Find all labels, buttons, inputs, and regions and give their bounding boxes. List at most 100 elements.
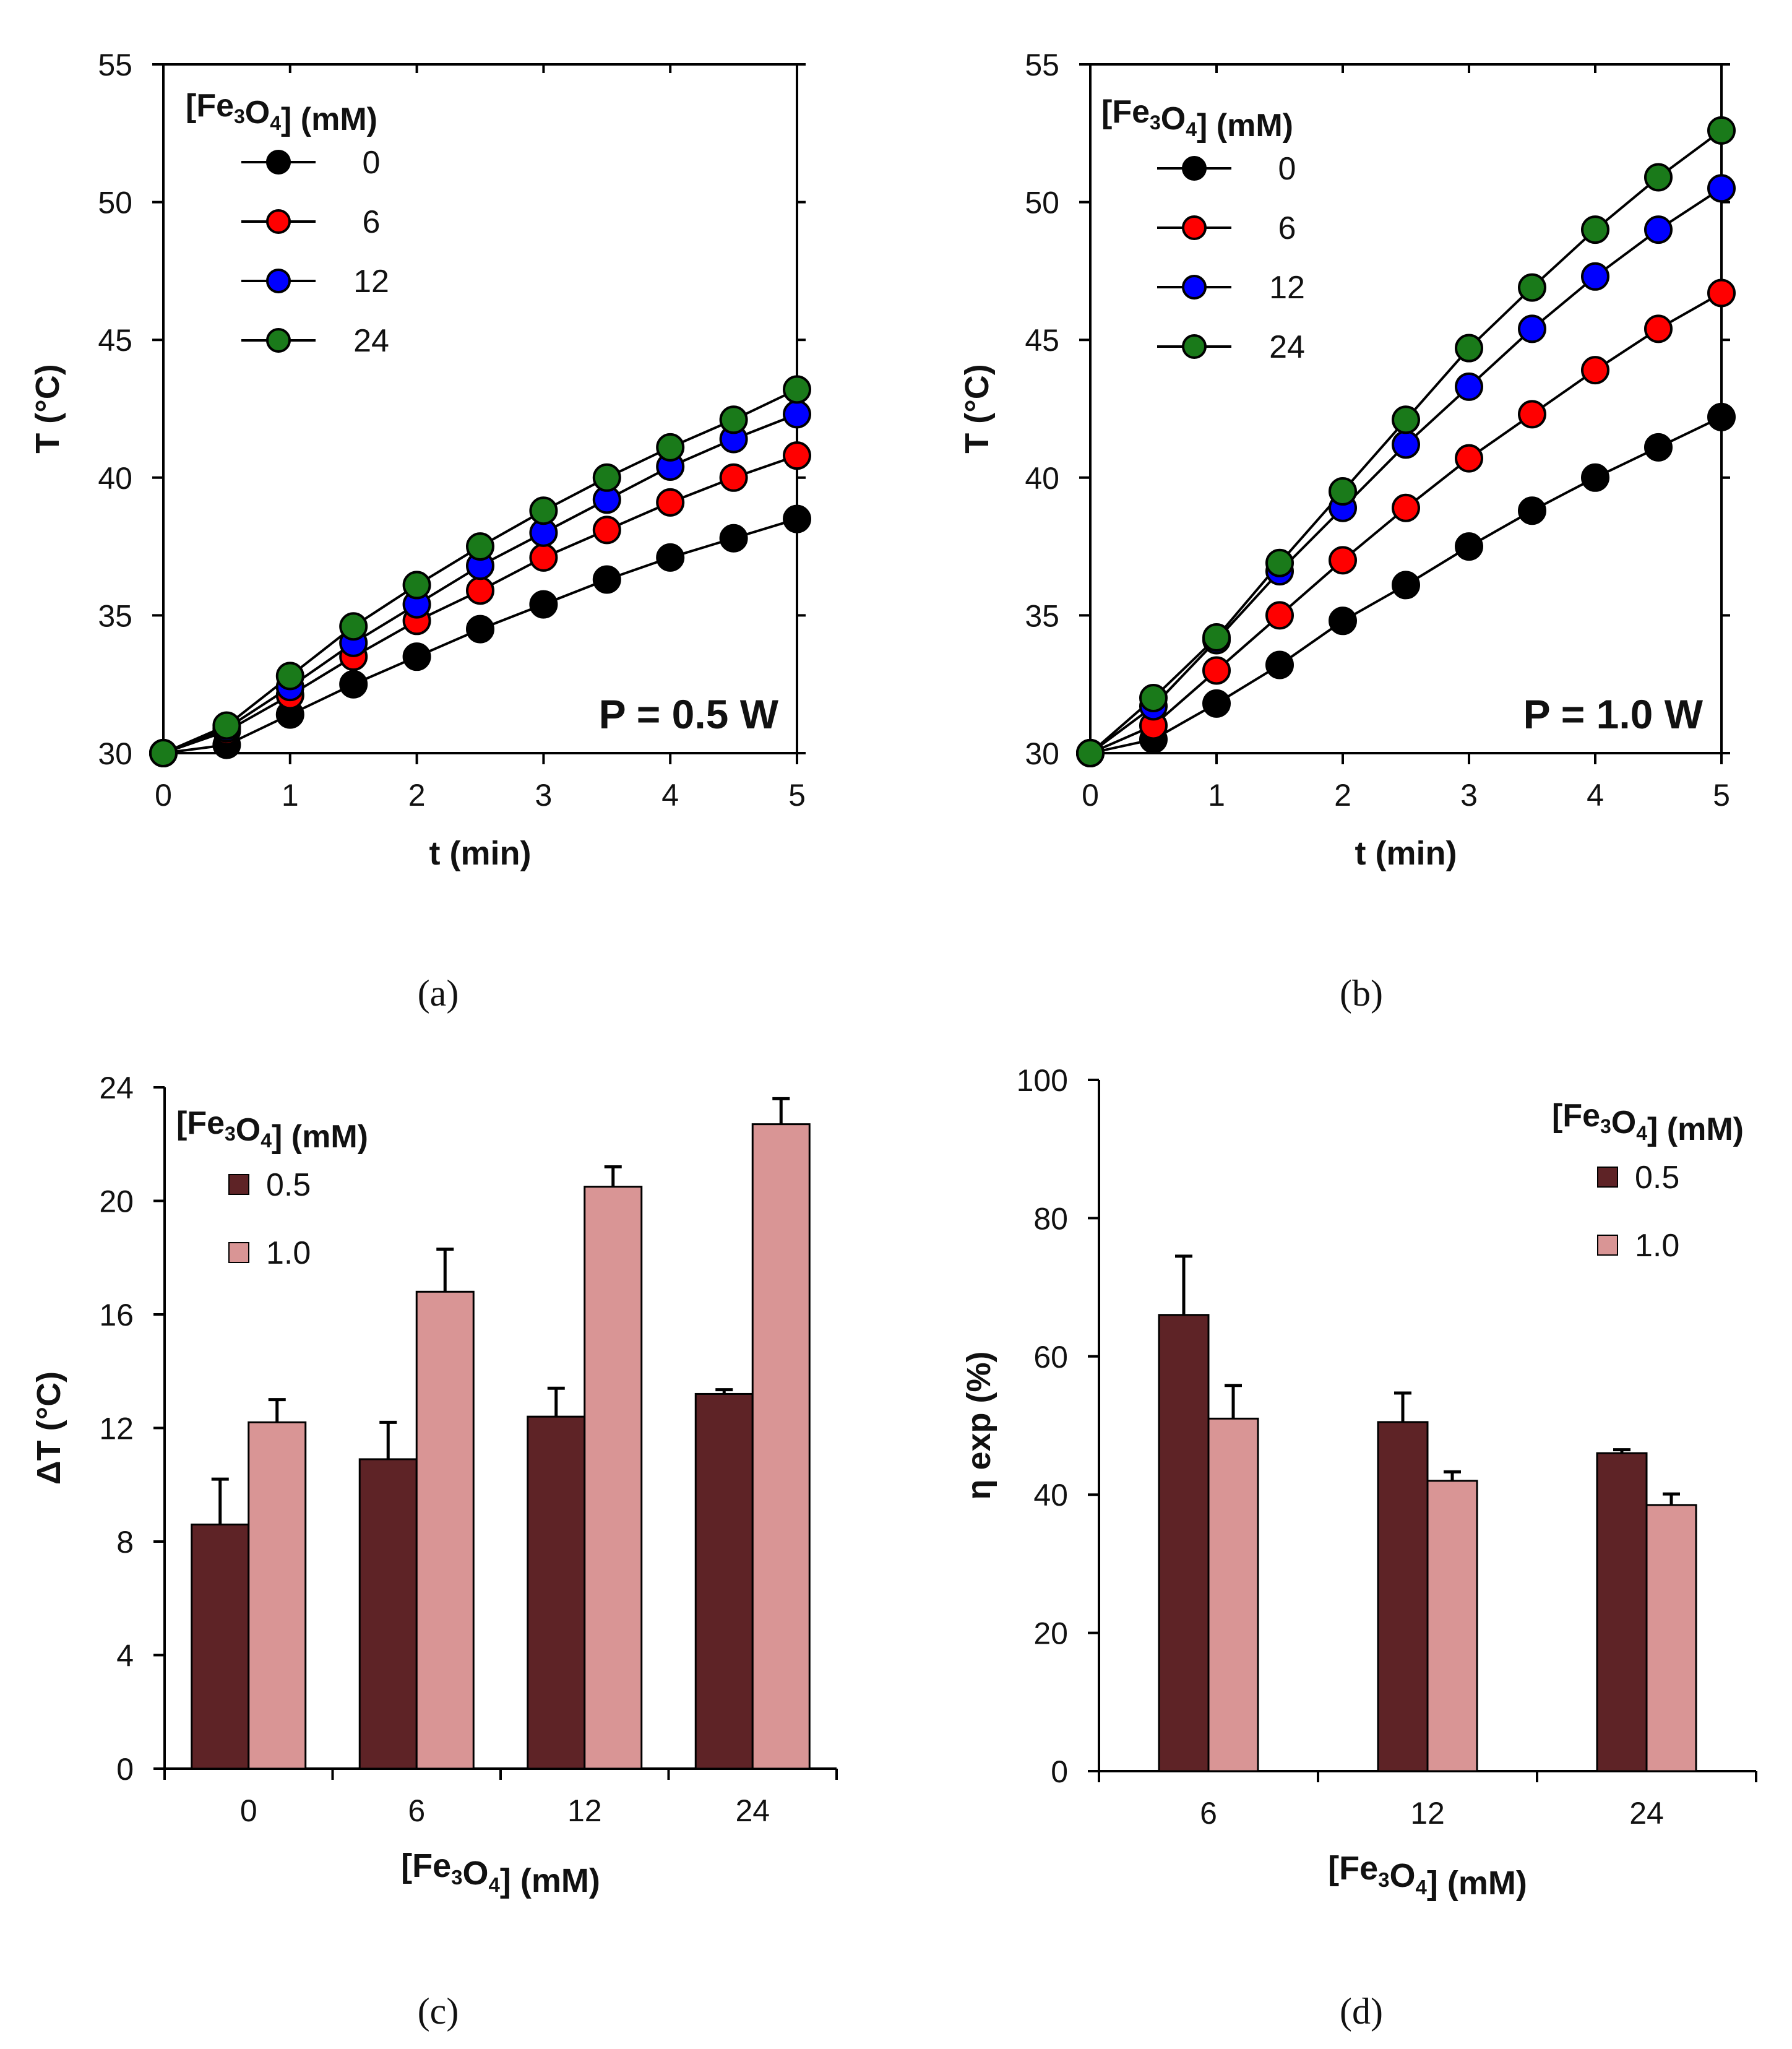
panel-a-point-6	[529, 543, 558, 572]
panel-c-ytick-label: 12	[99, 1412, 134, 1446]
panel-b-point-6	[1455, 444, 1483, 473]
panel-d-y-axis-title: η exp (%)	[960, 1351, 997, 1499]
panel-b-point-6	[1392, 493, 1420, 522]
panel-a-legend-label-0: 0	[363, 145, 381, 181]
panel-a-point-6	[656, 488, 685, 517]
panel-a-xtick-label: 1	[282, 778, 299, 813]
panel-d-ytick-label: 80	[1033, 1201, 1068, 1236]
panel-c-y-axis-title: ΔT (°C)	[30, 1371, 67, 1485]
panel-b-point-24	[1202, 623, 1231, 652]
panel-c-bar-1.0-12	[584, 1186, 643, 1770]
panel-a-x-axis-title: t (min)	[429, 835, 532, 872]
panel-a-legend-title: [Fe3O4] (mM)	[186, 88, 377, 137]
panel-b-point-24	[1392, 405, 1420, 434]
panel-b-xtick-label: 4	[1587, 778, 1604, 813]
panel-c-category-label: 6	[408, 1793, 425, 1828]
panel-d-category-label: 12	[1410, 1796, 1445, 1831]
panel-a-point-0	[402, 642, 431, 671]
panel-a-point-6	[719, 463, 748, 492]
panel-a-point-24	[402, 571, 431, 600]
panel-a-legend-marker-6	[266, 209, 291, 234]
panel-a-legend-marker-12	[266, 269, 291, 293]
panel-a-point-0	[466, 615, 494, 644]
panel-b-point-6	[1265, 601, 1294, 630]
panel-a-point-0	[719, 524, 748, 553]
panel-d-bar-chart: 0 20 40 60 80 100 6 12 24 [Fe3O4] (mM) η exp (%) [F…	[960, 1063, 1757, 1902]
panel-a-legend-label-24: 24	[353, 323, 389, 359]
panel-a-legend-label-12: 12	[353, 264, 389, 300]
panel-d-ytick-label: 60	[1033, 1340, 1068, 1374]
panel-b-point-24	[1707, 116, 1736, 145]
panel-c-bar-0.5-24	[694, 1392, 754, 1770]
panel-b-ytick-label: 30	[1025, 736, 1059, 771]
panel-b-xtick-label: 5	[1713, 778, 1730, 813]
panel-b-point-6	[1202, 656, 1231, 685]
panel-a-ytick-label: 30	[98, 736, 132, 771]
panel-d-bar-1.0-6	[1207, 1417, 1259, 1772]
panel-b-point-0	[1581, 463, 1609, 492]
panel-b-legend-title: [Fe3O4] (mM)	[1101, 94, 1293, 144]
panel-b-point-24	[1329, 477, 1357, 506]
panel-c-bar-1.0-0	[248, 1421, 307, 1770]
panel-c-ytick-label: 20	[99, 1184, 134, 1219]
panel-d-x-axis-title: [Fe3O4] (mM)	[1328, 1850, 1527, 1902]
panel-c-legend-label-0.5: 0.5	[266, 1167, 311, 1203]
panel-d-bar-0.5-12	[1377, 1421, 1429, 1772]
panel-c-ytick-label: 16	[99, 1298, 134, 1332]
panel-b-point-6	[1581, 356, 1609, 385]
panel-c-category-label: 12	[567, 1793, 602, 1828]
panel-b-point-12	[1455, 372, 1483, 401]
panel-a-point-6	[783, 441, 811, 470]
panel-b-point-24	[1139, 683, 1168, 712]
panel-a-point-0	[339, 670, 368, 699]
panel-b-legend-marker-0	[1182, 156, 1207, 181]
panel-b-point-0	[1392, 571, 1420, 600]
panel-b-legend-marker-12	[1182, 275, 1207, 300]
panel-c-bar-0.5-12	[527, 1415, 586, 1770]
panel-a-xtick-label: 2	[408, 778, 426, 813]
panel-a-xtick-label: 3	[535, 778, 552, 813]
panel-a-point-24	[275, 662, 304, 691]
panel-d-bar-0.5-24	[1596, 1452, 1648, 1772]
panel-b-point-12	[1392, 430, 1420, 459]
panel-d-bar-1.0-24	[1645, 1504, 1697, 1772]
panel-d-ytick-label: 100	[1017, 1063, 1068, 1098]
panel-b-point-24	[1076, 739, 1105, 767]
panel-d-category-label: 24	[1629, 1796, 1664, 1831]
panel-b-legend-label-0: 0	[1278, 151, 1296, 187]
panel-b-xtick-label: 1	[1208, 778, 1225, 813]
panel-c-ytick-label: 24	[99, 1071, 134, 1105]
panel-d-legend-swatch-0.5	[1597, 1167, 1618, 1188]
panel-b-point-6	[1518, 400, 1546, 429]
panel-a-y-axis-title: T (°C)	[29, 364, 66, 454]
panel-c-category-label: 0	[240, 1793, 257, 1828]
panel-b-point-6	[1644, 314, 1673, 343]
panel-b-ytick-label: 40	[1025, 461, 1059, 496]
panel-b-point-6	[1707, 278, 1736, 308]
panel-a-legend-marker-24	[266, 328, 291, 353]
panel-c-bar-1.0-24	[751, 1123, 811, 1770]
panel-a-point-0	[656, 543, 685, 572]
panel-c-category-label: 24	[735, 1793, 770, 1828]
panel-a-point-24	[592, 463, 621, 492]
panel-b-point-24	[1518, 273, 1546, 302]
panel-a-point-12	[783, 400, 811, 429]
panel-c-x-axis-title: [Fe3O4] (mM)	[401, 1847, 600, 1899]
panel-a-legend-marker-0	[266, 150, 291, 175]
panel-a-ytick-label: 35	[98, 598, 132, 633]
panel-d-legend-label-0.5: 0.5	[1635, 1160, 1679, 1196]
panel-b-y-axis-title: T (°C)	[958, 364, 996, 454]
panel-a-point-24	[783, 375, 811, 404]
panel-a-point-24	[212, 711, 241, 740]
panel-a-point-24	[656, 433, 685, 462]
panel-b-point-12	[1581, 262, 1609, 291]
caption-c: (c)	[418, 1991, 459, 2032]
panel-a-xtick-label: 0	[155, 778, 172, 813]
panel-b-xtick-label: 3	[1460, 778, 1478, 813]
panel-d-category-label: 6	[1200, 1796, 1217, 1831]
caption-a: (a)	[418, 973, 459, 1014]
panel-a-point-0	[529, 590, 558, 619]
panel-a-point-0	[592, 565, 621, 594]
panel-a-point-24	[529, 496, 558, 525]
